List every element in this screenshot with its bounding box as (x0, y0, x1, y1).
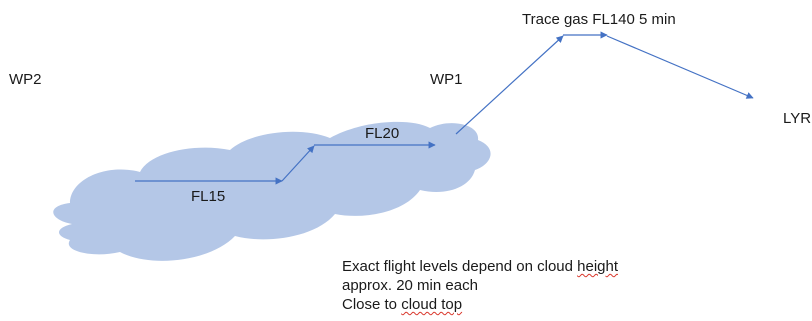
trace-gas-label: Trace gas FL140 5 min (522, 11, 676, 28)
climb-to-fl140-arrow (455, 35, 564, 135)
note-line-1-text: Exact flight levels depend on cloud (342, 258, 578, 275)
note-line-2: approx. 20 min each (342, 277, 478, 294)
waypoint-wp1-label: WP1 (430, 71, 463, 88)
note-line-1: Exact flight levels depend on cloud heig… (342, 257, 618, 276)
fl20-label: FL20 (365, 125, 400, 142)
climb-to-fl20-arrow (281, 145, 315, 182)
notes-textbox: Exact flight levels depend on cloud heig… (342, 257, 618, 314)
cloud-shape (53, 121, 491, 261)
note-line-3-spellcheck-word: cloud top (401, 296, 463, 313)
descent-to-lyr-arrow (606, 35, 754, 99)
note-line-3-text: Close to (342, 296, 402, 313)
destination-lyr-label: LYR (783, 110, 812, 127)
note-line-1-spellcheck-word: height (577, 258, 619, 275)
waypoint-wp2-label: WP2 (9, 71, 42, 88)
note-line-3: Close to cloud top (342, 295, 618, 314)
fl15-label: FL15 (191, 188, 226, 205)
